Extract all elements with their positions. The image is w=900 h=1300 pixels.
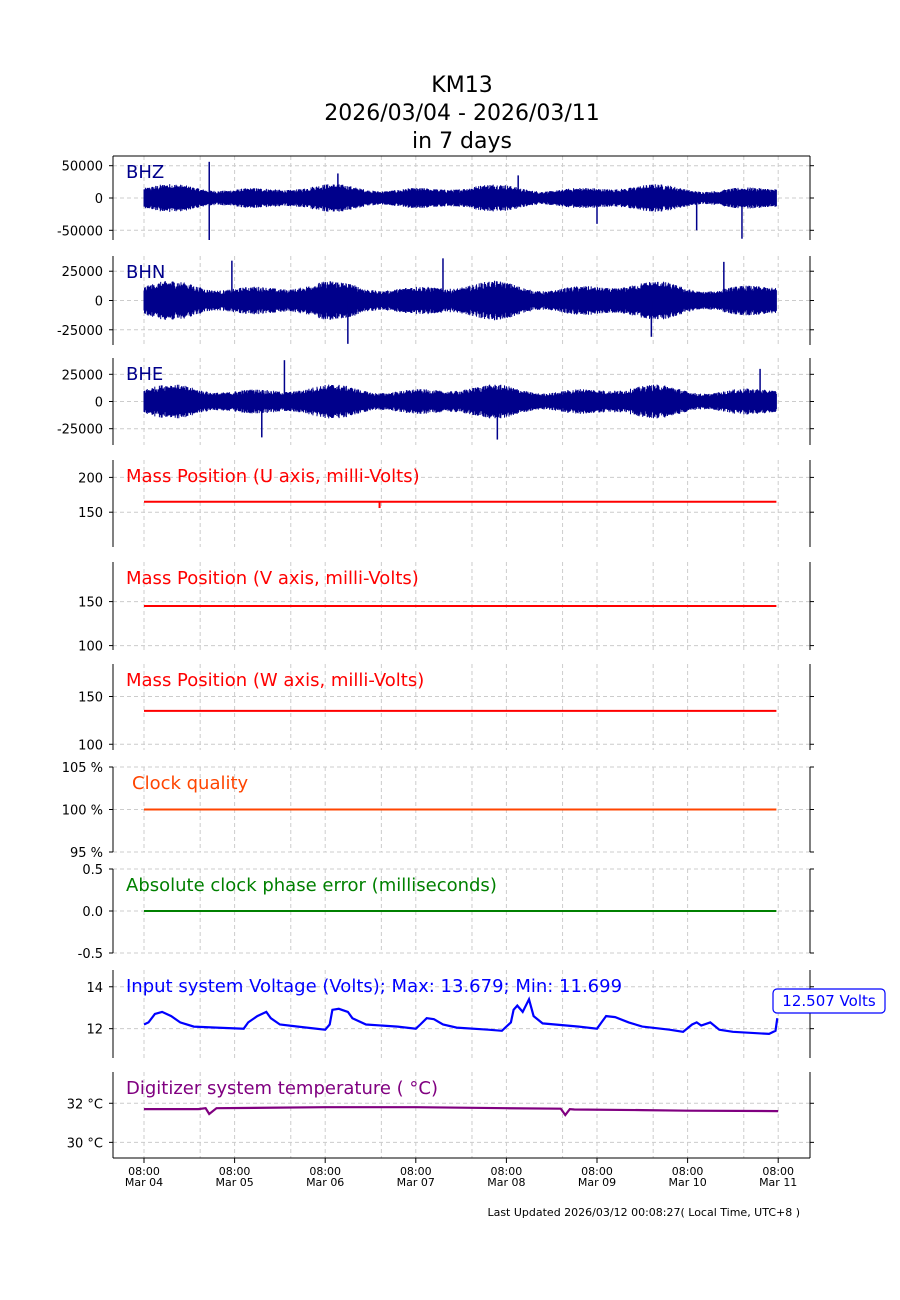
chart-title-dates: 2026/03/04 - 2026/03/11: [324, 101, 600, 126]
ytick-label: 100 %: [62, 804, 103, 819]
ytick-label: 100: [78, 738, 103, 753]
panel-title: Mass Position (W axis, milli-Volts): [126, 670, 424, 691]
panel-title: Digitizer system temperature ( °C): [126, 1078, 438, 1099]
panel-title: Clock quality: [132, 773, 249, 794]
voltage-badge: 12.507 Volts: [772, 988, 886, 1014]
xtick-label-time: 08:00: [581, 1165, 613, 1178]
panels: 50000 0 -50000 BHZ 25000 0 -25000 BHN 25000 0 -250…: [57, 155, 814, 1159]
panel-3: 200 150 Mass Position (U axis, milli-Volts…: [78, 460, 814, 547]
xtick-label-date: Mar 10: [668, 1176, 706, 1189]
xtick-label-time: 08:00: [128, 1165, 160, 1178]
ytick-label: -25000: [57, 423, 103, 438]
waveform-series: [143, 384, 777, 419]
ytick-label: 150: [78, 690, 103, 705]
xtick-label-date: Mar 04: [125, 1176, 163, 1189]
series-line: [143, 996, 779, 1036]
ytick-label: 105 %: [62, 761, 103, 776]
xtick-label-date: Mar 06: [306, 1176, 344, 1189]
panel-title: BHN: [126, 262, 165, 283]
panel-9: 32 °C 30 °C Digitizer system temperature (…: [67, 1072, 814, 1159]
ytick-label: 25000: [62, 368, 103, 383]
panel-5: 150 100 Mass Position (W axis, milli-Volts…: [78, 664, 814, 753]
ytick-label: -50000: [57, 224, 103, 239]
ytick-label: 32 °C: [67, 1097, 103, 1112]
xtick-label-date: Mar 11: [759, 1176, 797, 1189]
panel-title: Mass Position (U axis, milli-Volts): [126, 466, 420, 487]
ytick-label: 0: [95, 295, 103, 310]
panel-2: 25000 0 -25000 BHE: [57, 358, 814, 445]
panel-title: BHE: [126, 364, 163, 385]
panel-title: Input system Voltage (Volts); Max: 13.67…: [126, 976, 622, 997]
ytick-label: 0.0: [82, 905, 103, 920]
panel-8: 14 12 Input system Voltage (Volts); Max: 1…: [86, 970, 814, 1058]
panel-6: 105 % 100 % 95 % Clock quality: [62, 761, 814, 861]
ytick-label: 30 °C: [67, 1136, 103, 1151]
ytick-label: 100: [78, 640, 103, 655]
series-line: [144, 1106, 779, 1117]
ytick-label: 25000: [62, 265, 103, 280]
xtick-label-date: Mar 07: [397, 1176, 435, 1189]
ytick-label: 150: [78, 596, 103, 611]
ytick-label: 0.5: [82, 863, 103, 878]
last-updated-footer: Last Updated 2026/03/12 00:08:27( Local …: [487, 1206, 800, 1219]
ytick-label: -25000: [57, 324, 103, 339]
chart-title-station: KM13: [431, 73, 492, 98]
ytick-label: -0.5: [78, 947, 103, 962]
xtick-label-date: Mar 05: [215, 1176, 253, 1189]
waveform-series: [143, 280, 777, 321]
panel-title: Mass Position (V axis, milli-Volts): [126, 568, 419, 589]
ytick-label: 50000: [62, 160, 103, 175]
ytick-label: 12: [86, 1023, 103, 1038]
ytick-label: 0: [95, 192, 103, 207]
ytick-label: 95 %: [70, 846, 103, 861]
xtick-label-time: 08:00: [400, 1165, 432, 1178]
xtick-label-date: Mar 09: [578, 1176, 616, 1189]
ytick-label: 0: [95, 396, 103, 411]
ytick-label: 14: [86, 981, 103, 996]
waveform-series: [143, 184, 777, 212]
voltage-badge-label: 12.507 Volts: [782, 992, 876, 1010]
ytick-label: 150: [78, 506, 103, 521]
xtick-label-time: 08:00: [219, 1165, 251, 1178]
panel-0: 50000 0 -50000 BHZ: [57, 155, 814, 240]
chart-title-duration: in 7 days: [412, 129, 512, 154]
xtick-label-time: 08:00: [309, 1165, 341, 1178]
panel-title: BHZ: [126, 162, 164, 183]
panel-4: 150 100 Mass Position (V axis, milli-Volts…: [78, 562, 814, 655]
xtick-label-date: Mar 08: [487, 1176, 525, 1189]
panel-1: 25000 0 -25000 BHN: [57, 256, 814, 345]
panel-title: Absolute clock phase error (milliseconds…: [126, 875, 497, 896]
xtick-label-time: 08:00: [762, 1165, 794, 1178]
ytick-label: 200: [78, 471, 103, 486]
panel-7: 0.5 0.0 -0.5 Absolute clock phase error (mi…: [78, 863, 814, 962]
xtick-label-time: 08:00: [491, 1165, 523, 1178]
xtick-label-time: 08:00: [672, 1165, 704, 1178]
